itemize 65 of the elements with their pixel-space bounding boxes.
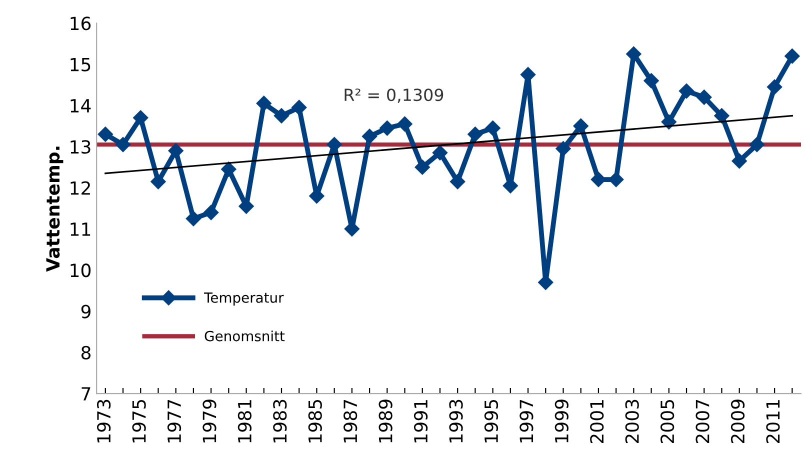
x-tick-label: 1999 [554,400,568,442]
y-tick-label: 13 [70,140,90,154]
x-tick-label: 1985 [308,400,322,442]
x-tick-label: 1973 [96,400,111,442]
point [696,90,712,105]
point [678,83,694,99]
y-tick-label: 7 [82,387,90,400]
point [468,126,483,142]
point [186,211,202,226]
legend-label: Genomsnitt [204,330,285,342]
point [732,153,747,169]
point [256,96,272,111]
point [115,136,131,152]
y-tick-label: 11 [70,222,90,236]
point [766,79,782,95]
point [450,174,466,190]
point [485,120,500,136]
y-axis-title: Vattentemp. [46,146,64,272]
x-tick-label: 1979 [202,400,216,442]
x-tick-label: 1995 [484,400,498,442]
y-tick-label: 14 [70,99,91,112]
y-tick-label: 10 [70,264,91,278]
x-tick-label: 2005 [660,400,674,444]
x-tick-label: 2011 [766,400,780,444]
point [397,116,412,132]
y-tick-label: 12 [70,181,90,195]
point [784,48,800,64]
x-tick-label: 1989 [378,400,392,442]
point [362,128,378,144]
y-tick-label: 9 [81,304,90,318]
point [573,118,588,134]
point [590,172,606,188]
point [556,141,571,156]
y-tick-label: 16 [70,16,91,30]
point [432,145,448,160]
x-tick-label: 1977 [167,400,182,442]
x-tick-label: 1991 [414,400,428,442]
point [292,100,307,116]
point [274,108,290,124]
x-tick-label: 1981 [238,400,252,442]
point [221,162,236,177]
x-tick-label: 2001 [590,400,604,444]
x-tick-label: 2003 [625,400,639,444]
legend-label: Temperatur [204,292,284,306]
x-tick-label: 1993 [449,400,463,442]
point [203,204,219,220]
point [714,108,730,124]
annotation: R² = 0,1309 [344,88,444,103]
x-tick-label: 2009 [730,400,745,444]
y-tick-label: 15 [70,58,90,72]
y-tick-label: 8 [81,346,91,360]
point [133,110,148,126]
x-tick-label: 2007 [696,400,710,444]
point [749,136,765,152]
x-tick-label: 1997 [520,400,534,442]
point [380,120,395,136]
point [608,172,624,188]
x-tick-label: 1975 [132,400,146,442]
point [150,174,166,190]
x-tick-label: 1987 [344,400,358,442]
point [644,73,659,88]
point [414,160,430,175]
x-tick-label: 1983 [273,400,287,442]
point [98,126,113,142]
point [168,143,184,158]
